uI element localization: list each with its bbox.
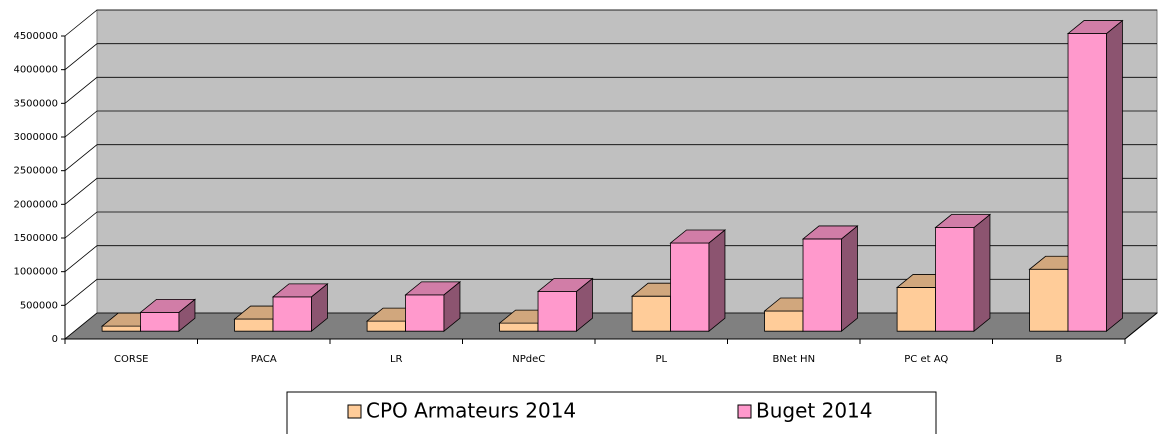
y-tick-label: 4500000 [13, 31, 58, 42]
bar-front [405, 294, 445, 332]
bar [536, 277, 594, 333]
bar-top [271, 283, 329, 298]
bar-side [1106, 19, 1123, 333]
bar-top [139, 298, 197, 313]
x-tick-label: B [1055, 354, 1062, 365]
bar-front [631, 295, 671, 332]
grid-line [64, 76, 1157, 104]
bar-top [801, 225, 859, 240]
bar-front [499, 322, 539, 332]
bar-top [934, 214, 992, 228]
bar-side [973, 213, 991, 333]
x-tick-label: CORSE [114, 354, 148, 365]
bar-front [935, 227, 975, 332]
x-tick-label: BNet HN [772, 354, 815, 365]
bar-front [101, 325, 141, 332]
bar-front [537, 291, 577, 332]
bar-front [1067, 33, 1107, 332]
floor [63, 312, 1158, 340]
grid-line [64, 110, 1157, 138]
bar-side [708, 229, 726, 333]
bar-top [1066, 20, 1124, 34]
x-tick-label: PC et AQ [904, 354, 948, 365]
bar [271, 283, 329, 333]
grid-line [64, 211, 1157, 239]
grid-line [64, 43, 1157, 70]
y-tick-label: 2000000 [13, 199, 58, 210]
bar-front [366, 320, 406, 332]
bar-top [404, 281, 462, 296]
y-tick-label: 4000000 [13, 65, 58, 76]
bar [1066, 19, 1124, 333]
bar-front [802, 238, 842, 332]
bar [801, 225, 859, 333]
y-tick-label: 1000000 [13, 267, 58, 278]
y-tick-label: 3500000 [13, 98, 58, 109]
legend-label: CPO Armateurs 2014 [366, 399, 576, 423]
legend-swatch [737, 404, 752, 419]
y-tick-label: 0 [52, 334, 58, 345]
bar-front [1029, 268, 1069, 332]
grid-line [64, 177, 1157, 205]
x-tick-label: PACA [251, 354, 277, 365]
bar [934, 213, 992, 333]
grid-line [64, 9, 1157, 37]
x-tick-label: NPdeC [512, 354, 545, 365]
y-tick-label: 2500000 [13, 166, 58, 177]
bar-front [272, 296, 312, 332]
y-tick-label: 500000 [20, 300, 58, 311]
y-tick-label: 1500000 [13, 233, 58, 244]
bar [669, 229, 727, 333]
bar-side [841, 225, 858, 333]
legend-label: Buget 2014 [756, 399, 873, 423]
bar-top [669, 229, 727, 244]
bar [139, 298, 197, 333]
bar-front [234, 318, 274, 332]
legend-box [286, 391, 937, 434]
bar-top [536, 278, 594, 292]
back-wall [96, 9, 1158, 314]
x-tick-label: PL [655, 354, 667, 365]
x-tick-label: LR [390, 354, 403, 365]
legend-swatch [347, 404, 362, 419]
bar [404, 280, 462, 333]
grid-line [64, 144, 1157, 171]
y-tick-label: 3000000 [13, 132, 58, 143]
bar-front [140, 311, 180, 332]
bar-front [764, 310, 804, 332]
bar-front [896, 287, 936, 332]
bar-front [670, 242, 710, 332]
